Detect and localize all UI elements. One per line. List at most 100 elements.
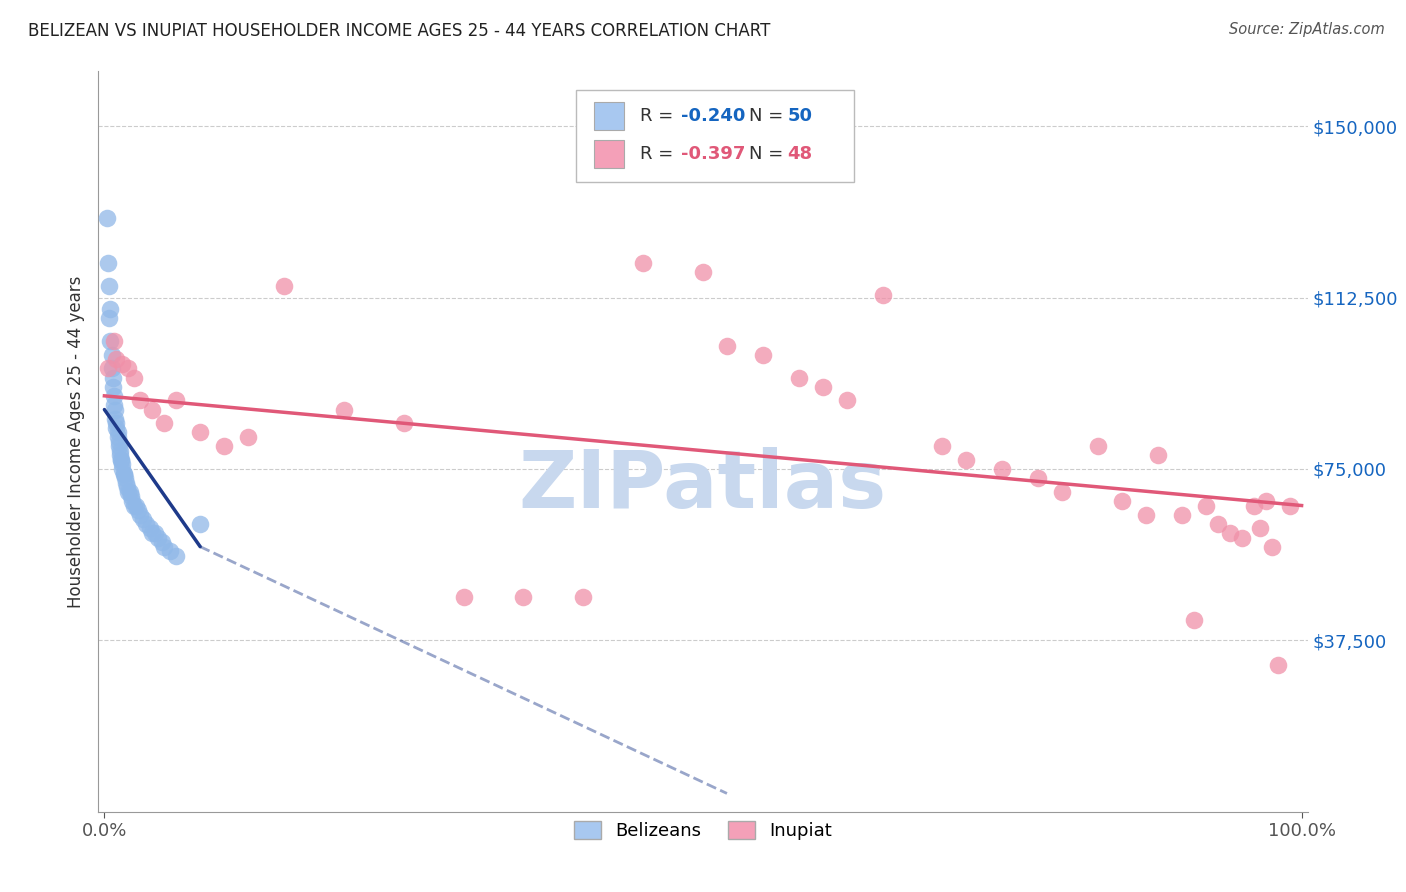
Point [100, 361, 122, 376]
Point [124, 499, 146, 513]
Point [143, 525, 166, 540]
Point [132, 512, 155, 526]
Point [129, 393, 152, 408]
Point [104, 402, 127, 417]
Point [148, 531, 170, 545]
Point [787, 370, 810, 384]
Point [1243, 499, 1265, 513]
Point [103, 398, 125, 412]
Point [955, 452, 977, 467]
Point [1267, 658, 1289, 673]
Point [159, 544, 181, 558]
Point [1206, 516, 1229, 531]
Point [835, 393, 858, 408]
Point [111, 462, 134, 476]
Point [124, 370, 146, 384]
Point [572, 590, 595, 604]
Text: -0.397: -0.397 [682, 145, 745, 163]
Point [103, 389, 125, 403]
Point [692, 265, 714, 279]
Point [108, 443, 131, 458]
Point [392, 417, 415, 431]
Point [1249, 521, 1271, 535]
Point [141, 525, 163, 540]
Point [118, 484, 141, 499]
Point [1219, 525, 1241, 540]
Point [111, 357, 134, 371]
Point [107, 434, 129, 449]
Point [121, 494, 143, 508]
Point [1254, 494, 1277, 508]
Y-axis label: Householder Income Ages 25 - 44 years: Householder Income Ages 25 - 44 years [66, 276, 84, 607]
Point [124, 499, 146, 513]
Point [97, 361, 120, 376]
FancyBboxPatch shape [595, 140, 624, 169]
Text: BELIZEAN VS INUPIAT HOUSEHOLDER INCOME AGES 25 - 44 YEARS CORRELATION CHART: BELIZEAN VS INUPIAT HOUSEHOLDER INCOME A… [28, 22, 770, 40]
Point [105, 352, 128, 367]
Point [97, 256, 120, 270]
Point [1147, 448, 1170, 462]
Text: R =: R = [640, 145, 679, 163]
Point [112, 467, 135, 481]
Point [1111, 494, 1133, 508]
Point [153, 417, 176, 431]
Point [105, 417, 128, 431]
FancyBboxPatch shape [595, 102, 624, 130]
Point [931, 439, 953, 453]
Point [1171, 508, 1194, 522]
Point [107, 430, 129, 444]
Point [107, 425, 129, 440]
Point [105, 421, 128, 435]
Point [188, 425, 211, 440]
Point [101, 380, 124, 394]
Point [115, 475, 138, 490]
Point [101, 370, 124, 384]
Point [107, 439, 129, 453]
Text: 50: 50 [787, 107, 813, 125]
Point [100, 334, 122, 348]
Point [114, 471, 136, 485]
Point [631, 256, 654, 270]
Point [236, 430, 259, 444]
Text: ZIPatlas: ZIPatlas [519, 447, 887, 525]
Point [811, 380, 834, 394]
Point [150, 535, 173, 549]
Point [333, 402, 356, 417]
Point [1135, 508, 1157, 522]
Point [127, 503, 149, 517]
Point [139, 521, 162, 535]
Point [117, 484, 139, 499]
Point [752, 348, 775, 362]
Text: Source: ZipAtlas.com: Source: ZipAtlas.com [1229, 22, 1385, 37]
Point [110, 452, 132, 467]
Point [135, 516, 157, 531]
Point [153, 540, 176, 554]
Point [110, 452, 132, 467]
Point [100, 348, 122, 362]
Text: 48: 48 [787, 145, 813, 163]
Point [103, 334, 125, 348]
Point [98, 279, 121, 293]
Point [212, 439, 235, 453]
Point [1087, 439, 1109, 453]
Point [1026, 471, 1049, 485]
Point [98, 311, 121, 326]
Point [1230, 531, 1253, 545]
Point [872, 288, 894, 302]
Point [115, 480, 138, 494]
Point [104, 411, 127, 425]
Point [1278, 499, 1301, 513]
Legend: Belizeans, Inupiat: Belizeans, Inupiat [567, 814, 839, 847]
Point [120, 489, 142, 503]
Point [716, 338, 738, 352]
Point [512, 590, 534, 604]
Text: N =: N = [749, 145, 789, 163]
Point [165, 393, 187, 408]
FancyBboxPatch shape [576, 90, 855, 183]
Point [1195, 499, 1218, 513]
Point [100, 301, 122, 316]
Point [1050, 484, 1073, 499]
Point [188, 516, 211, 531]
Point [273, 279, 295, 293]
Point [141, 402, 163, 417]
